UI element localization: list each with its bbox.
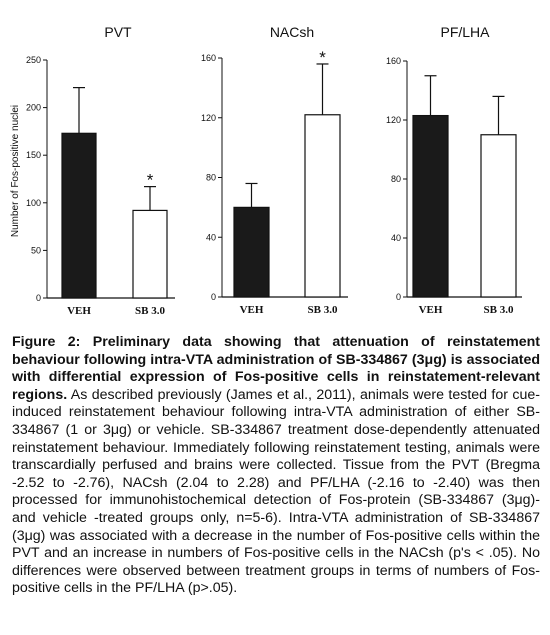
panel-2-category-label-1: VEH <box>240 304 264 316</box>
panel-3-y-tick-label: 0 <box>396 292 401 302</box>
panel-2-y-tick-label: 160 <box>201 53 216 63</box>
panel-1-y-tick-label: 250 <box>26 55 41 65</box>
panel-3-bar-1 <box>412 114 449 298</box>
panel-3-category-label-1: VEH <box>419 304 443 316</box>
panel-2-y-tick-label: 0 <box>211 292 216 302</box>
panel-3-y-tick-label: 120 <box>386 115 401 125</box>
panel-1-y-axis-label: Number of Fos-positive nuclei <box>10 105 21 237</box>
panel-2-bar-1 <box>233 206 270 298</box>
figure-charts: PVT 0 50 100 150 200 250 Number of Fos-positive… <box>10 24 522 317</box>
panel-3-y-tick-label: 80 <box>391 174 401 184</box>
panel-2-y-tick-label: 40 <box>206 232 216 242</box>
panel-2-y-tick-label: 80 <box>206 173 216 183</box>
panel-1-category-label-2: SB 3.0 <box>135 305 165 317</box>
panel-3-y-tick-label: 40 <box>391 233 401 243</box>
panel-3-category-label-2: SB 3.0 <box>484 304 514 316</box>
panel-2-y-tick-label: 120 <box>201 113 216 123</box>
caption-body: As described previously (James et al., 2… <box>12 386 540 597</box>
panel-1-y-tick-label: 100 <box>26 198 41 208</box>
panel-1-significance-mark-2: * <box>147 171 154 190</box>
panel-1-y-tick-label: 50 <box>31 245 41 255</box>
panel-2-category-label-2: SB 3.0 <box>308 304 338 316</box>
panel-2-significance-mark-2: * <box>319 48 326 67</box>
panel-1-bar-2 <box>132 209 168 299</box>
panel-1-y-tick-label: 200 <box>26 103 41 113</box>
panel-3-y-tick-label: 160 <box>386 56 401 66</box>
figure-caption: Figure 2: Preliminary data showing that … <box>12 334 540 598</box>
panel-1-y-tick-label: 0 <box>36 293 41 303</box>
panel-1-title: PVT <box>104 24 132 40</box>
panel-1-bar-1 <box>61 132 97 299</box>
panel-1-category-label-1: VEH <box>67 305 91 317</box>
panel-2-title: NACsh <box>270 24 314 40</box>
panel-2-bar-2 <box>304 114 341 298</box>
panel-3-title: PF/LHA <box>440 24 490 40</box>
panel-3-bar-2 <box>480 134 517 298</box>
panel-1-y-tick-label: 150 <box>26 150 41 160</box>
caption-label: Figure 2: Preliminary data showing that … <box>12 334 540 403</box>
